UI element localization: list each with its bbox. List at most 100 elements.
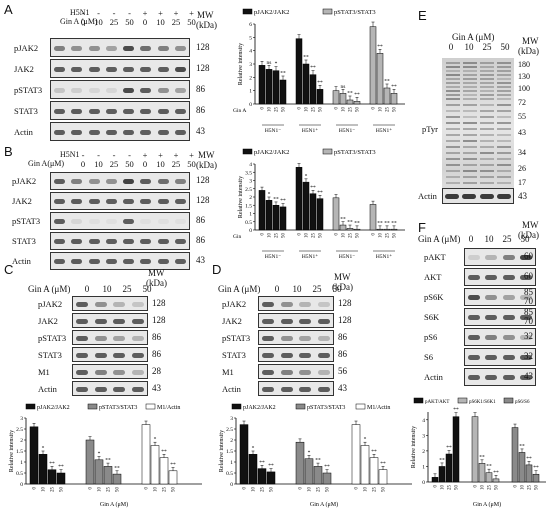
panel-b-gin-value: 50 bbox=[187, 159, 197, 169]
blot-band bbox=[123, 219, 134, 224]
panel-b-gin-value: 25 bbox=[109, 159, 119, 169]
panel-b-gin-value: 25 bbox=[171, 159, 181, 169]
blot-band bbox=[175, 199, 186, 204]
blot-band bbox=[89, 239, 100, 244]
panel-c-row-mw: 28 bbox=[152, 367, 161, 376]
significance-label: ** bbox=[391, 220, 397, 226]
significance-label: ** bbox=[486, 464, 492, 470]
x-axis-prefix: Gin bbox=[233, 234, 242, 240]
blot-band bbox=[281, 387, 293, 392]
blot-band bbox=[468, 255, 480, 260]
blot-band bbox=[140, 67, 151, 72]
blot-band bbox=[485, 255, 497, 260]
panel-e-gin-value: 0 bbox=[446, 42, 456, 52]
x-tick-label: 25 bbox=[261, 487, 266, 493]
bar bbox=[317, 199, 323, 230]
band-row bbox=[51, 46, 189, 51]
blot-band bbox=[318, 319, 330, 324]
panel-b-row-label: pJAK2 bbox=[12, 176, 36, 186]
y-tick-label: 0.5 bbox=[245, 220, 252, 226]
x-tick-label: 25 bbox=[51, 487, 56, 493]
bar bbox=[439, 466, 445, 482]
panel-d-row-label: STAT3 bbox=[222, 350, 246, 360]
bar bbox=[370, 27, 376, 104]
chart-panel-b: 00.511.522.533.54Relative intensity0*10*… bbox=[225, 140, 415, 265]
blot-band bbox=[503, 295, 515, 300]
blot-band bbox=[175, 130, 186, 135]
blot-band bbox=[113, 370, 125, 375]
panel-e-marker: 130 bbox=[518, 72, 530, 81]
significance-label: * bbox=[98, 451, 101, 457]
blot-band bbox=[158, 199, 169, 204]
x-tick-label: 25 bbox=[386, 107, 391, 113]
panel-d-row-label: Actin bbox=[222, 384, 241, 394]
y-tick-label: 0 bbox=[20, 482, 23, 488]
legend-label: M1/Actin bbox=[367, 405, 390, 411]
panel-c-gin-value: 0 bbox=[82, 284, 92, 294]
y-tick-label: 0 bbox=[249, 102, 252, 108]
blot-band bbox=[262, 336, 274, 341]
legend-label: pSTAT3/STAT3 bbox=[307, 405, 345, 411]
blot-band bbox=[76, 370, 88, 375]
panel-d-row-mw: 86 bbox=[338, 333, 347, 342]
chart-panel-f: 01234Relative intensity0**10**25**50 0**1… bbox=[410, 392, 550, 510]
y-tick-label: 2 bbox=[249, 195, 252, 201]
blot-band bbox=[123, 239, 134, 244]
significance-label: ** bbox=[479, 454, 485, 460]
significance-label: * bbox=[154, 437, 157, 443]
significance-label: ns bbox=[267, 60, 272, 66]
blot-band bbox=[95, 319, 107, 324]
bar bbox=[104, 466, 112, 484]
group-label: H5N1⁺ bbox=[376, 127, 392, 134]
panel-a-gin-value: 0 bbox=[78, 17, 88, 27]
panel-c-blot-strip bbox=[72, 330, 148, 345]
bar bbox=[533, 474, 539, 482]
blot-band bbox=[299, 353, 311, 358]
panel-c-row-label: pJAK2 bbox=[38, 299, 62, 309]
blot-band bbox=[468, 335, 480, 340]
blot-band bbox=[485, 275, 497, 280]
blot-band bbox=[485, 295, 497, 300]
x-tick-label: 25 bbox=[312, 233, 317, 239]
significance-label: ** bbox=[280, 198, 286, 204]
significance-label: ** bbox=[310, 185, 316, 191]
blot-band bbox=[54, 219, 65, 224]
y-tick-label: 3 bbox=[249, 179, 252, 185]
panel-a-gin-value: 50 bbox=[125, 17, 135, 27]
panel-c-row-mw: 43 bbox=[152, 384, 161, 393]
blot-band bbox=[281, 353, 293, 358]
panel-b-gin-value: 50 bbox=[125, 159, 135, 169]
bar bbox=[340, 225, 346, 230]
panel-b-gin-value: 10 bbox=[156, 159, 166, 169]
blot-band bbox=[89, 219, 100, 224]
blot-band bbox=[95, 302, 107, 307]
panel-c-row-label: STAT3 bbox=[38, 350, 62, 360]
x-tick-label: 0 bbox=[89, 487, 94, 490]
y-tick-label: 3 bbox=[230, 416, 233, 422]
bar bbox=[310, 75, 316, 104]
band-row bbox=[73, 387, 147, 392]
x-tick-label: 0 bbox=[335, 107, 340, 110]
x-tick-label: 25 bbox=[349, 233, 354, 239]
panel-c-row-label: pSTAT3 bbox=[38, 333, 66, 343]
significance-label: * bbox=[305, 173, 308, 179]
panel-e-marker: 43 bbox=[518, 128, 526, 137]
x-tick-label: 10 bbox=[268, 233, 273, 239]
blot-band bbox=[76, 302, 88, 307]
blot-band bbox=[54, 109, 65, 114]
blot-band bbox=[123, 109, 134, 114]
bar bbox=[57, 473, 65, 484]
panel-d-row-label: pSTAT3 bbox=[222, 333, 250, 343]
x-tick-label: 25 bbox=[373, 487, 378, 493]
blot-band bbox=[140, 179, 151, 184]
panel-d-row-label: JAK2 bbox=[222, 316, 242, 326]
blot-band bbox=[175, 67, 186, 72]
panel-d-gin-value: 10 bbox=[292, 284, 302, 294]
blot-band bbox=[299, 302, 311, 307]
blot-band bbox=[54, 67, 65, 72]
y-tick-label: 1.5 bbox=[16, 449, 23, 455]
significance-label: ** bbox=[317, 190, 323, 196]
y-tick-label: 0.5 bbox=[226, 471, 233, 477]
blot-band bbox=[106, 46, 117, 51]
blot-band bbox=[54, 259, 65, 264]
